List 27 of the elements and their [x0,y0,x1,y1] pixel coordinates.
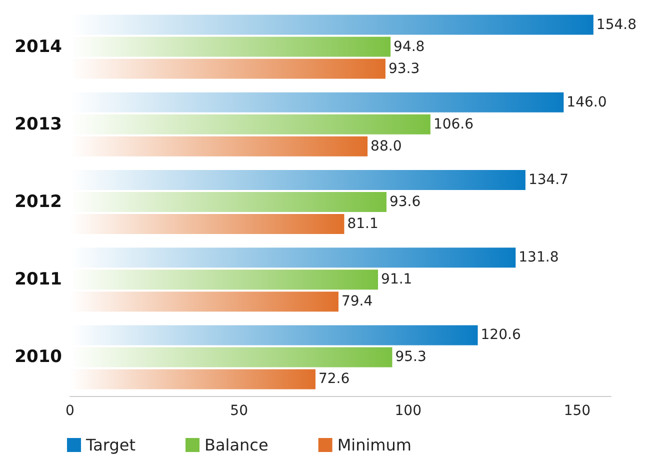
data-label: 93.3 [388,60,420,77]
data-label: 94.8 [394,38,425,55]
data-label: 79.4 [341,294,373,310]
y-tick-label: 2010 [14,347,62,368]
y-tick-label: 2014 [14,36,62,57]
data-label: 154.8 [596,16,637,33]
x-tick-label: 0 [66,403,74,419]
y-tick-label: 2011 [14,270,62,290]
legend-label: Balance [204,436,268,454]
data-label: 91.1 [381,272,412,288]
x-tick-label: 100 [394,403,422,419]
data-label: 120.6 [480,327,521,344]
x-tick-label: 50 [230,403,248,419]
legend-label: Minimum [337,436,412,454]
legend-label: Target [85,436,136,454]
data-label: 146.0 [566,94,607,110]
data-label: 95.3 [395,349,426,366]
data-label: 72.6 [318,371,350,388]
x-tick-label: 150 [564,403,591,419]
y-tick-label: 2012 [14,192,62,212]
data-label: 134.7 [528,172,569,188]
y-tick-label: 2013 [14,114,62,134]
data-label: 106.6 [433,116,474,132]
data-label: 93.6 [389,194,421,210]
data-label: 88.0 [370,138,402,154]
data-label: 81.1 [347,216,378,232]
data-label: 131.8 [518,250,559,266]
